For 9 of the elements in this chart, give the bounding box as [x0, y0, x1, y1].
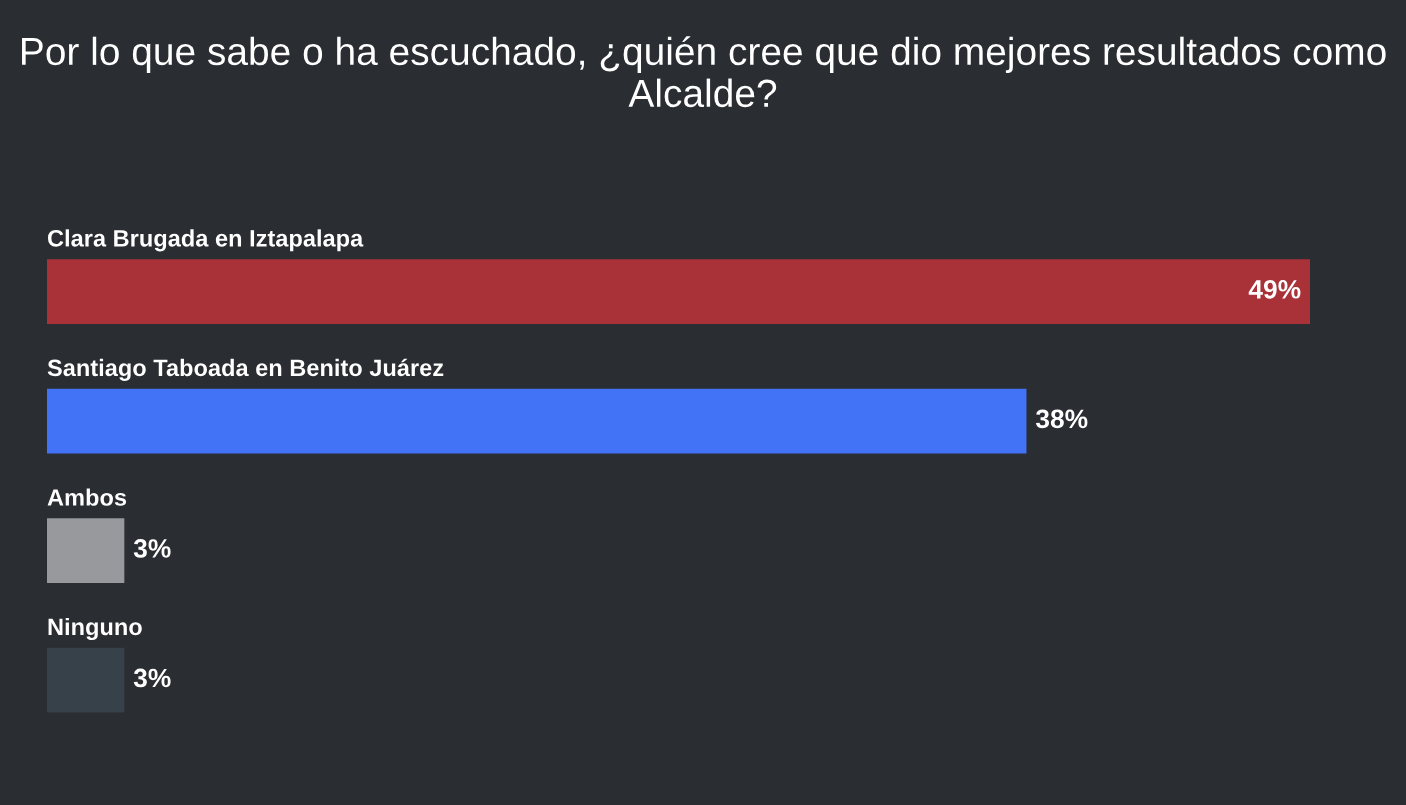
data-label: 3% [133, 539, 171, 558]
y-tick-label: Ninguno [48, 617, 142, 641]
data-label: 49% [1248, 279, 1301, 299]
chart-title: Por lo que sabe o ha escuchado, ¿quién cree que dio mejores resultados como Alcalde? [22, 36, 1386, 108]
y-tick-label: Clara Brugada en Iztapalapa [47, 229, 364, 252]
y-tick-label: Santiago Taboada en Benito Juárez [47, 358, 444, 381]
data-label: 3% [133, 668, 171, 688]
data-label: 38% [1035, 409, 1088, 429]
y-tick-label: Ambos [47, 488, 127, 506]
